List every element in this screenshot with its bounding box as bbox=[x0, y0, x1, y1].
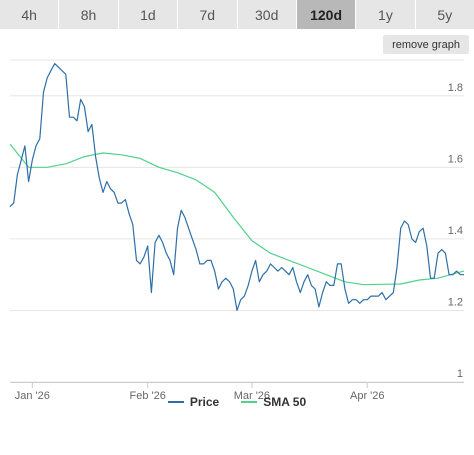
x-tick-label: Feb '26 bbox=[130, 390, 166, 402]
legend-price-label: Price bbox=[189, 395, 220, 409]
y-tick-label: 1 bbox=[457, 368, 463, 380]
x-tick-label: Mar '26 bbox=[234, 390, 270, 402]
remove-graph-button[interactable]: remove graph bbox=[383, 35, 469, 54]
y-tick-label: 1.8 bbox=[448, 82, 463, 94]
legend-sma-label: SMA 50 bbox=[263, 395, 307, 409]
legend-item-price[interactable]: Price bbox=[167, 395, 220, 409]
y-tick-label: 1.2 bbox=[448, 296, 463, 308]
tab-7d[interactable]: 7d bbox=[178, 0, 238, 29]
legend-sma-swatch bbox=[241, 401, 258, 403]
tab-4h[interactable]: 4h bbox=[0, 0, 60, 29]
tab-8h[interactable]: 8h bbox=[59, 0, 119, 29]
legend-item-sma[interactable]: SMA 50 bbox=[241, 395, 306, 409]
price-series-line bbox=[9, 62, 464, 311]
tab-5y[interactable]: 5y bbox=[437, 6, 453, 23]
tab-1y[interactable]: 1y bbox=[356, 0, 416, 29]
x-tick-label: Apr '26 bbox=[350, 390, 385, 402]
sma-series-line bbox=[9, 143, 465, 286]
tab-30d[interactable]: 30d bbox=[238, 0, 297, 29]
tab-1d[interactable]: 1d bbox=[119, 0, 179, 29]
chart-legend: Price SMA 50 bbox=[0, 392, 474, 412]
x-tick-label: Jan '26 bbox=[15, 390, 50, 402]
tab-120d[interactable]: 120d bbox=[296, 0, 357, 29]
y-tick-label: 1.4 bbox=[448, 225, 463, 237]
timeframe-tabs: 4h 8h 1d 7d 30d 120d 1y 5y bbox=[0, 0, 474, 29]
legend-price-swatch bbox=[167, 401, 184, 403]
y-tick-label: 1.6 bbox=[448, 153, 463, 165]
